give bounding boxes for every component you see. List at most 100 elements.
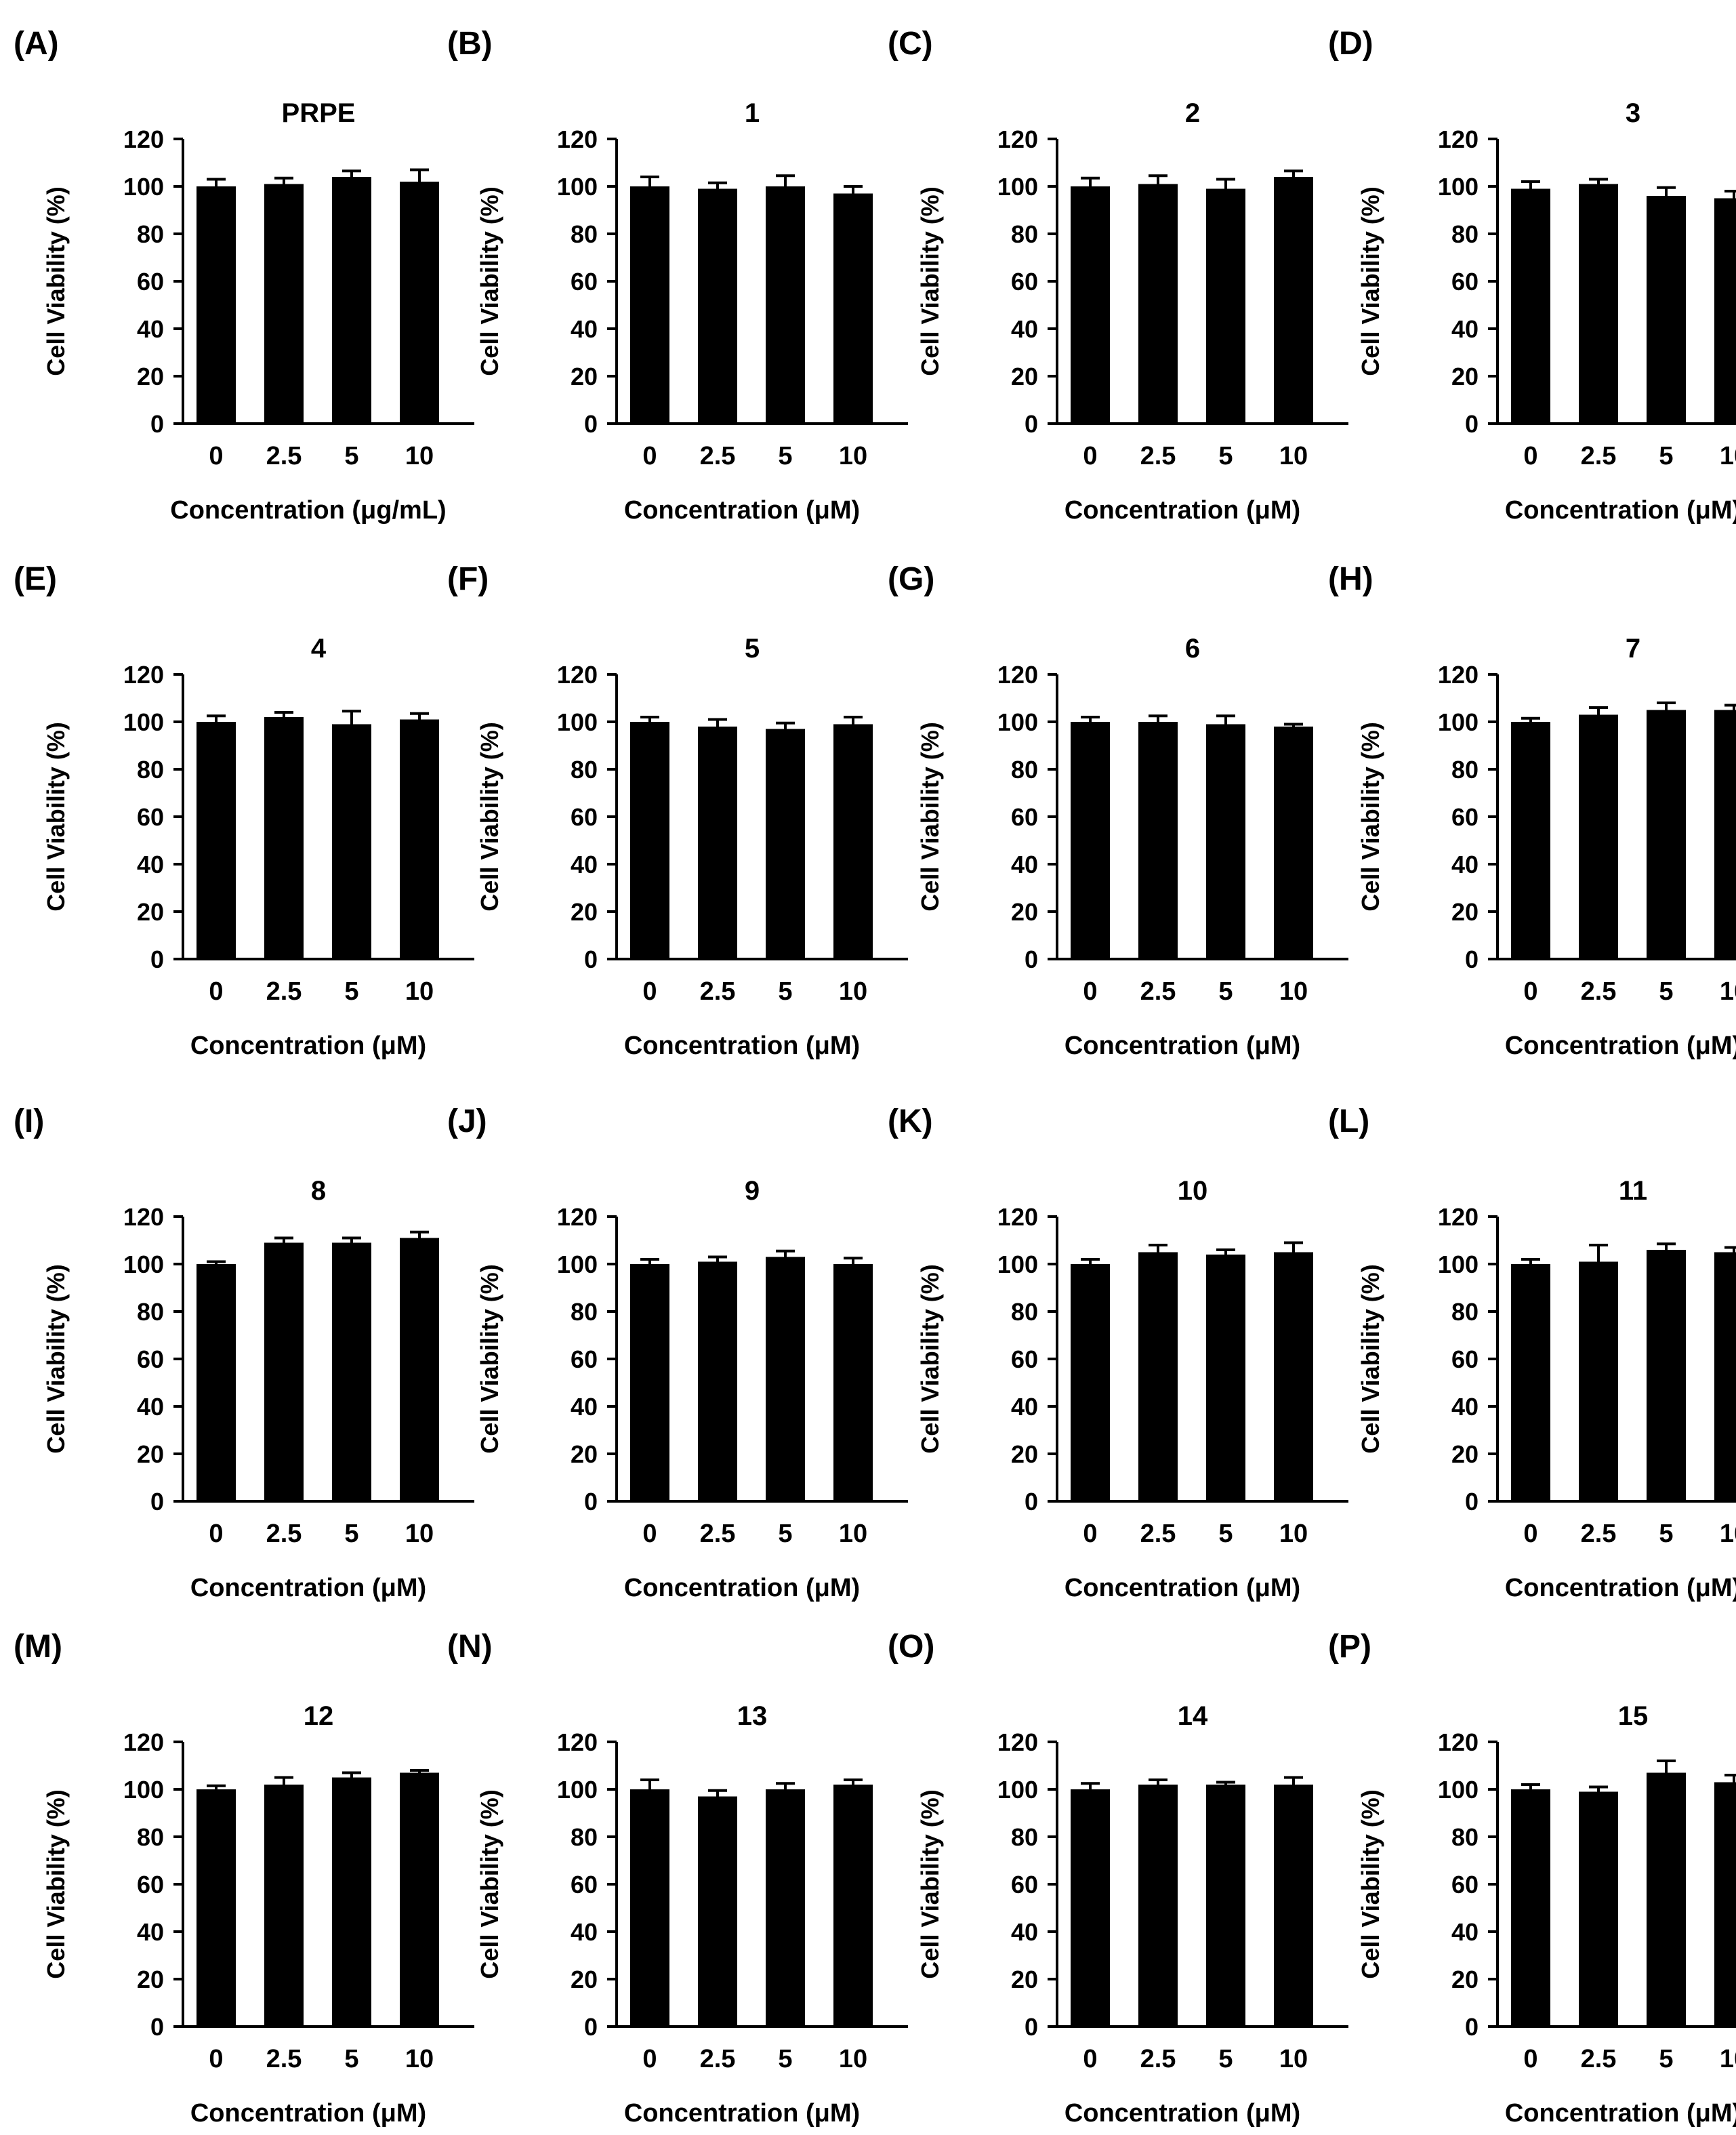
y-tick-label: 120: [1438, 1203, 1479, 1231]
y-tick-label: 120: [557, 125, 598, 153]
x-tick-label: 2.5: [700, 1520, 736, 1548]
x-tick-label: 2.5: [1581, 2045, 1617, 2073]
panel-letter: (E): [14, 561, 57, 597]
chart-panel: (O) 14 0 20 40 60 80 100 120 0 2.5 5 10 Concentration…: [888, 1629, 1348, 2128]
y-tick-label: 20: [1451, 898, 1479, 926]
bar: [766, 729, 805, 959]
y-tick-label: 0: [1025, 410, 1038, 438]
y-tick-label: 100: [997, 1776, 1038, 1804]
x-axis-title: Concentration (μM): [624, 2099, 860, 2128]
y-tick-label: 60: [137, 1871, 164, 1898]
x-tick-label: 0: [1083, 977, 1097, 1006]
y-tick-label: 80: [571, 220, 598, 248]
y-tick-label: 0: [1465, 2013, 1479, 2041]
bar: [197, 1789, 236, 2027]
bar: [1511, 722, 1550, 959]
x-tick-label: 10: [1279, 1520, 1308, 1548]
bar: [766, 186, 805, 424]
bar: [264, 1785, 304, 2027]
y-tick-label: 80: [137, 756, 164, 784]
x-tick-label: 0: [642, 442, 657, 470]
y-tick-label: 20: [137, 1440, 164, 1468]
y-tick-label: 100: [123, 173, 164, 201]
y-tick-label: 40: [137, 1393, 164, 1421]
y-tick-label: 40: [571, 851, 598, 878]
y-tick-label: 80: [1011, 220, 1038, 248]
y-tick-label: 80: [137, 220, 164, 248]
y-tick-label: 100: [1438, 1250, 1479, 1278]
chart-panel: (P) 15 0 20 40 60 80 100 120 0 2.5 5 10 Concentration…: [1328, 1629, 1736, 2128]
bar: [1206, 1785, 1245, 2027]
x-tick-label: 0: [1083, 1520, 1097, 1548]
bar: [1206, 724, 1245, 959]
x-tick-label: 10: [839, 1520, 867, 1548]
bar: [1579, 714, 1618, 959]
bar: [1071, 1789, 1110, 2027]
y-tick-label: 20: [1451, 1440, 1479, 1468]
y-tick-label: 100: [123, 1776, 164, 1804]
x-tick-label: 10: [405, 442, 434, 470]
bar: [833, 1785, 873, 2027]
y-axis-title: Cell Viability (%): [42, 1789, 70, 1978]
bar: [1714, 710, 1736, 959]
panel-letter: (J): [447, 1103, 487, 1139]
panel-letter: (B): [447, 26, 493, 62]
bar: [630, 1264, 669, 1501]
y-tick-label: 120: [1438, 1728, 1479, 1756]
y-tick-label: 80: [1451, 1298, 1479, 1326]
y-tick-label: 0: [584, 1488, 598, 1516]
panel-letter: (D): [1328, 26, 1373, 62]
bar: [1274, 177, 1313, 424]
x-tick-label: 5: [778, 2045, 792, 2073]
y-tick-label: 60: [571, 1345, 598, 1373]
bar: [332, 1777, 371, 2027]
x-tick-label: 5: [344, 442, 358, 470]
chart-panel: (A) PRPE 0 20 40 60 80 100 120 0 2.5 5 10 Concentrati…: [14, 26, 474, 525]
x-tick-label: 10: [839, 2045, 867, 2073]
panel-letter: (I): [14, 1103, 44, 1139]
y-tick-label: 0: [584, 410, 598, 438]
x-tick-label: 2.5: [1581, 977, 1617, 1006]
y-tick-label: 60: [571, 1871, 598, 1898]
bar: [1647, 1772, 1686, 2027]
bar: [1138, 184, 1178, 424]
bar: [1647, 710, 1686, 959]
y-tick-label: 0: [1025, 1488, 1038, 1516]
x-tick-label: 10: [839, 442, 867, 470]
x-axis-title: Concentration (μg/mL): [170, 496, 446, 525]
x-tick-label: 5: [1218, 442, 1233, 470]
x-axis-title: Concentration (μM): [1065, 1574, 1300, 1602]
x-tick-label: 0: [1523, 442, 1537, 470]
y-tick-label: 60: [137, 268, 164, 296]
chart-title: 8: [311, 1176, 326, 1206]
y-tick-label: 120: [557, 1203, 598, 1231]
x-axis-title: Concentration (μM): [1065, 1032, 1300, 1060]
y-tick-label: 100: [997, 708, 1038, 736]
x-tick-label: 5: [778, 977, 792, 1006]
chart-title: 15: [1618, 1701, 1649, 1731]
bar: [1274, 727, 1313, 959]
bar: [1511, 1789, 1550, 2027]
x-tick-label: 10: [1720, 2045, 1736, 2073]
y-tick-label: 120: [997, 1203, 1038, 1231]
y-tick-label: 100: [1438, 1776, 1479, 1804]
y-tick-label: 20: [137, 1966, 164, 1993]
y-tick-label: 40: [1011, 1393, 1038, 1421]
x-tick-label: 5: [778, 442, 792, 470]
bar: [264, 1242, 304, 1501]
y-tick-label: 120: [1438, 125, 1479, 153]
chart-title: 7: [1626, 634, 1640, 664]
chart-panel: (J) 9 0 20 40 60 80 100 120 0 2.5 5 10 Concentration …: [447, 1103, 908, 1602]
y-tick-label: 0: [150, 410, 164, 438]
x-tick-label: 10: [1720, 977, 1736, 1006]
y-tick-label: 20: [1451, 1966, 1479, 1993]
y-tick-label: 100: [557, 173, 598, 201]
y-tick-label: 20: [137, 898, 164, 926]
y-tick-label: 0: [584, 946, 598, 973]
y-axis-title: Cell Viability (%): [476, 1264, 503, 1453]
y-tick-label: 60: [1451, 803, 1479, 831]
